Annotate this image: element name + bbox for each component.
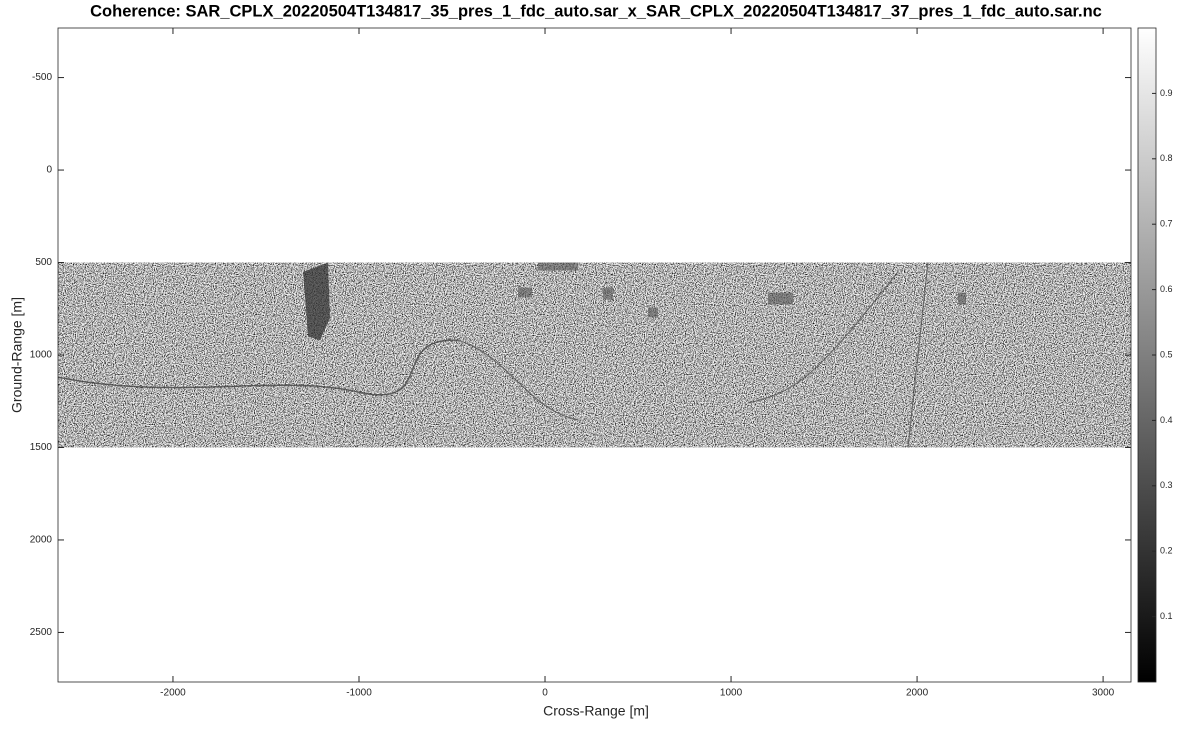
y-tick-label: 2000 [30,535,53,546]
image-feature [958,292,966,305]
x-tick-label: 2000 [906,688,929,699]
y-tick-label: 500 [35,257,52,268]
colorbar-tick-label: 0.3 [1160,480,1173,490]
y-tick-label: 2500 [30,627,53,638]
x-axis-label: Cross-Range [m] [543,703,649,719]
image-feature [768,292,793,305]
image-speckle [58,262,1131,448]
chart-title: Coherence: SAR_CPLX_20220504T134817_35_p… [90,2,1102,20]
x-tick-label: 0 [542,688,548,699]
x-tick-label: -1000 [346,688,372,699]
x-tick-label: -2000 [160,688,186,699]
colorbar-tick-label: 0.6 [1160,284,1173,294]
image-feature [538,262,578,271]
image-feature [907,262,929,448]
colorbar-tick-label: 0.2 [1160,546,1173,556]
y-tick-label: 1000 [30,350,53,361]
image [57,262,1131,448]
colorbar-tick-label: 0.8 [1160,153,1173,163]
image-feature [747,271,899,404]
y-tick-label: 1500 [30,442,53,453]
colorbar-tick-label: 0.1 [1160,611,1173,621]
y-tick-label: -500 [32,72,52,83]
x-tick-label: 1000 [720,688,743,699]
colorbar-tick-label: 0.5 [1160,349,1173,359]
colorbar-tick-label: 0.9 [1160,88,1173,98]
image-feature [457,339,579,421]
image-feature [303,262,330,341]
y-tick-label: 0 [46,165,52,176]
image-feature [648,307,658,318]
y-axis-label: Ground-Range [m] [9,297,25,413]
colorbar-tick-label: 0.7 [1160,219,1173,229]
image-feature [57,339,459,396]
image-feature [603,287,613,300]
colorbar-tick-label: 0.4 [1160,415,1173,425]
image-feature [518,287,532,298]
x-tick-label: 3000 [1092,688,1115,699]
